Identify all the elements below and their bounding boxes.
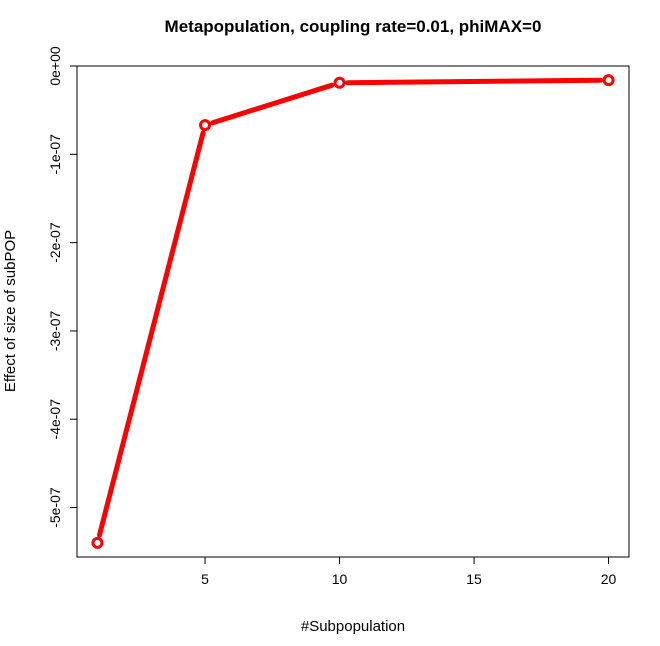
y-tick-label: -3e-07 bbox=[47, 310, 63, 351]
y-tick-label: 0e+00 bbox=[47, 46, 63, 86]
x-tick-label: 10 bbox=[332, 571, 348, 587]
x-axis-label: #Subpopulation bbox=[301, 618, 405, 635]
y-axis-label: Effect of size of subPOP bbox=[2, 230, 19, 392]
series-layer bbox=[91, 74, 615, 549]
data-point bbox=[333, 76, 346, 89]
plot-frame bbox=[76, 65, 630, 558]
y-tick-label: -4e-07 bbox=[47, 399, 63, 440]
data-point bbox=[91, 536, 104, 549]
y-tick-label: -5e-07 bbox=[47, 487, 63, 528]
y-axis: 0e+00 -1e-07 -2e-07 -3e-07 -4e-07 -5e-07 bbox=[47, 46, 77, 528]
series-line-segment bbox=[96, 130, 206, 538]
x-tick-label: 20 bbox=[601, 571, 617, 587]
x-axis: 5 10 15 20 bbox=[201, 557, 617, 587]
series-line-segment bbox=[210, 82, 335, 126]
y-tick-label: -1e-07 bbox=[47, 134, 63, 175]
y-tick-label: -2e-07 bbox=[47, 222, 63, 263]
x-tick-label: 5 bbox=[201, 571, 209, 587]
data-point bbox=[199, 119, 212, 132]
chart-title: Metapopulation, coupling rate=0.01, phiM… bbox=[165, 17, 542, 36]
data-point bbox=[602, 74, 615, 87]
series-line-segment bbox=[345, 77, 604, 86]
x-tick-label: 15 bbox=[466, 571, 482, 587]
